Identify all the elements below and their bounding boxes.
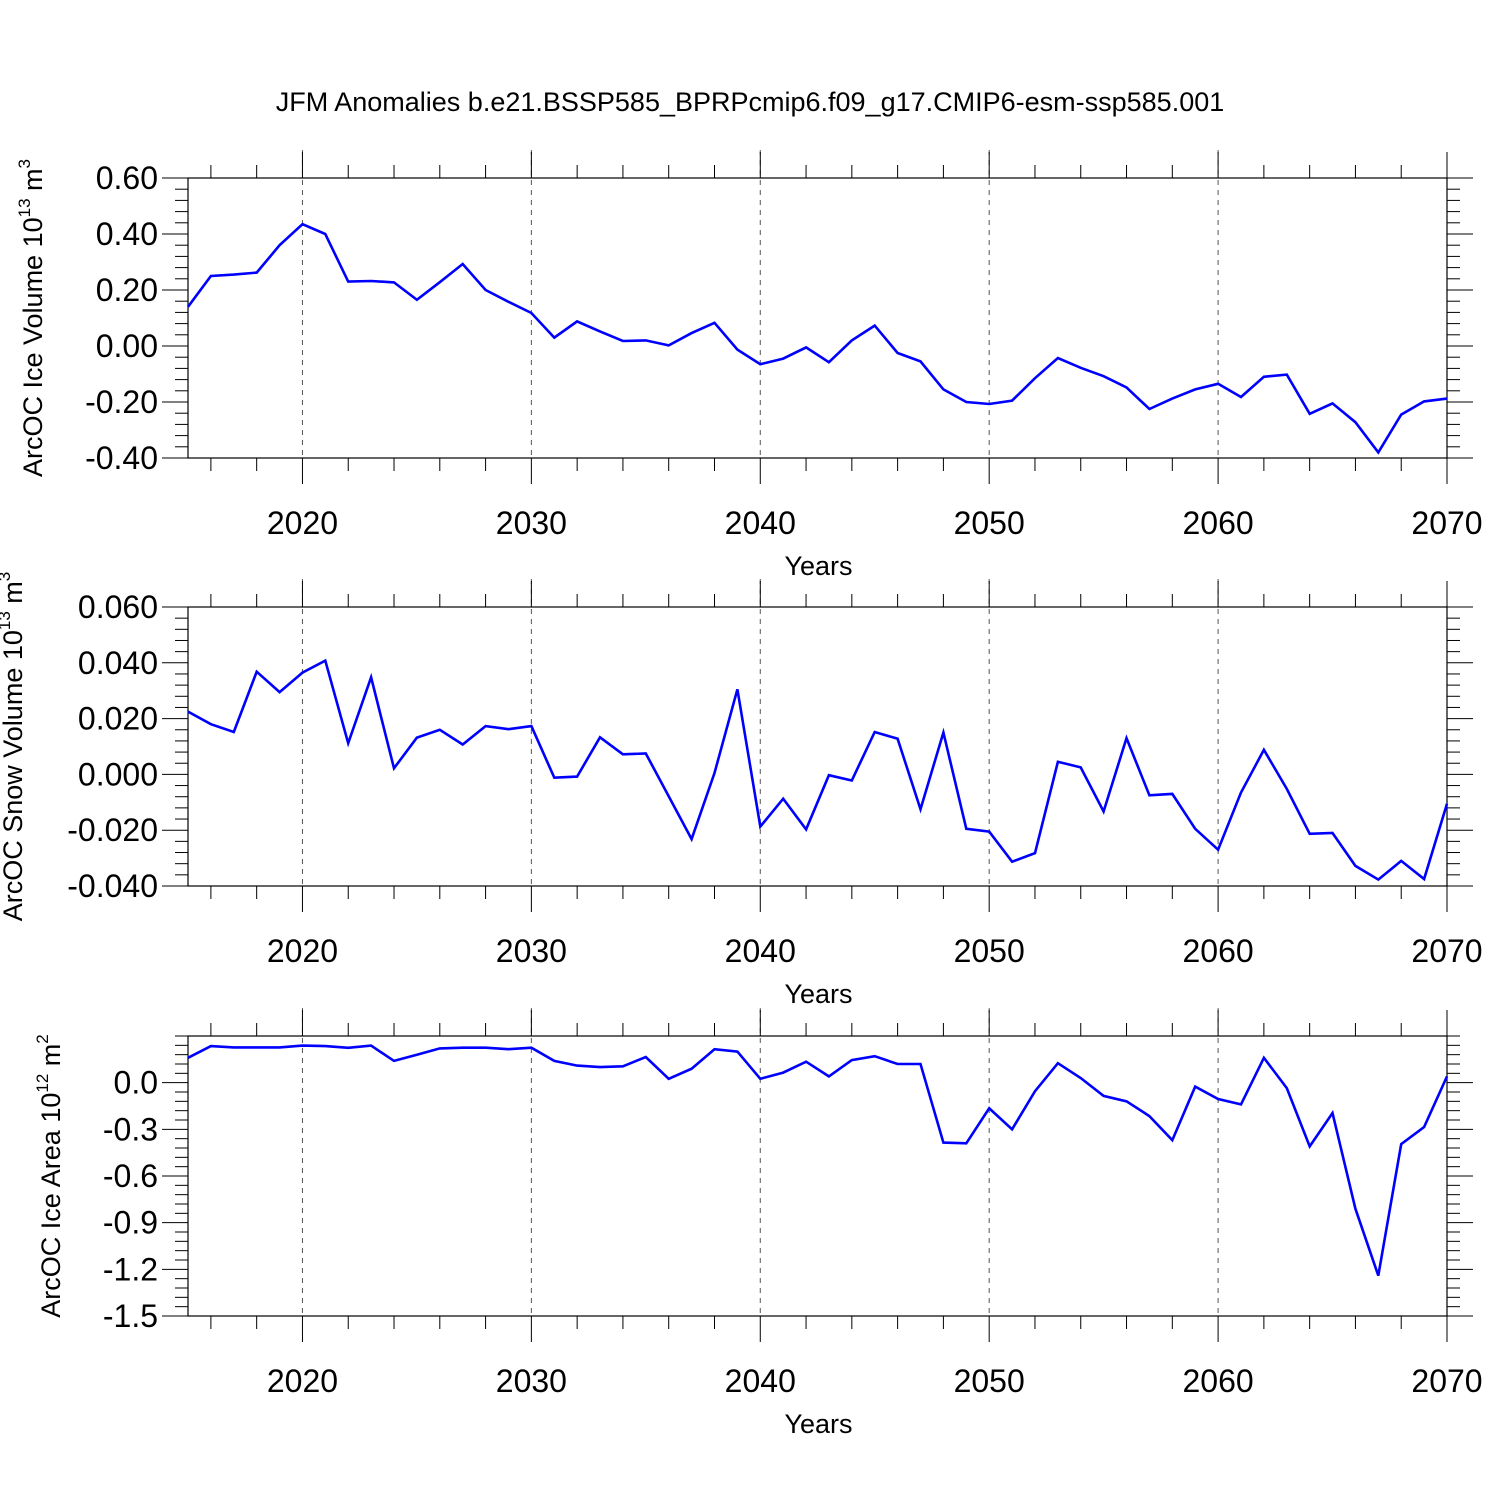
panel-1: 0.60 0.40 0.20 0.00 -0.20 -0.40 2020 2030 2040 20…: [15, 150, 1483, 581]
plot-frame: [187, 177, 1448, 459]
y-axis-label-exponent: 12: [33, 1074, 52, 1093]
y-tick-label: -0.040: [67, 868, 158, 904]
x-tick-label: 2050: [954, 933, 1025, 969]
y-tick-label: 0.020: [78, 701, 158, 737]
x-tick-label: 2060: [1182, 505, 1253, 541]
y-tick-label: 0.040: [78, 645, 158, 681]
y-axis-label-unit-exponent: 3: [0, 572, 14, 581]
x-tick-label: 2040: [725, 505, 796, 541]
x-tick-label: 2040: [725, 1363, 796, 1399]
y-tick-label: -0.9: [103, 1205, 158, 1241]
x-tick-label: 2030: [496, 1363, 567, 1399]
y-tick-label: 0.60: [96, 160, 158, 196]
y-tick-label: -0.3: [103, 1111, 158, 1147]
y-tick-label: -0.20: [85, 384, 158, 420]
y-axis-label-unit-exponent: 2: [33, 1034, 52, 1043]
y-axis-label-unit-exponent: 3: [15, 159, 34, 168]
x-axis-label: Years: [784, 979, 852, 1009]
x-axis-label: Years: [784, 1409, 852, 1439]
series-line-snow_volume: [187, 658, 1449, 882]
x-tick-label: 2050: [954, 1363, 1025, 1399]
y-tick-label: 0.20: [96, 272, 158, 308]
plot-frame: [187, 1035, 1448, 1317]
x-tick-label: 2060: [1182, 933, 1253, 969]
plot-frame: [187, 606, 1448, 887]
y-axis-label-unit: m: [36, 1044, 66, 1074]
x-tick-label: 2040: [725, 933, 796, 969]
x-tick-label: 2030: [496, 933, 567, 969]
x-tick-label: 2020: [267, 933, 338, 969]
x-tick-label: 2070: [1411, 933, 1482, 969]
y-tick-label: -1.2: [103, 1251, 158, 1287]
y-tick-label: 0.00: [96, 328, 158, 364]
y-tick-label: -0.020: [67, 812, 158, 848]
x-tick-label: 2050: [954, 505, 1025, 541]
y-axis-label-unit: m: [0, 581, 28, 611]
panel-2: 0.060 0.040 0.020 0.000 -0.020 -0.040 2020 2030…: [0, 572, 1483, 1009]
y-axis-label-text: ArcOC Ice Area 10: [36, 1093, 66, 1318]
y-axis-label: ArcOC Ice Volume 1013 m3: [15, 159, 48, 477]
y-axis-label-text: ArcOC Ice Volume 10: [18, 217, 48, 477]
y-axis-label-unit: m: [18, 168, 48, 198]
y-tick-label: 0.000: [78, 756, 158, 792]
y-tick-label: -1.5: [103, 1298, 158, 1334]
panel-3: 0.0 -0.3 -0.6 -0.9 -1.2 -1.5 2020 2030 2040 2050 2…: [33, 1008, 1483, 1439]
y-tick-label: -0.40: [85, 440, 158, 476]
series-line-ice_area: [187, 1044, 1449, 1277]
y-axis-label-exponent: 13: [15, 198, 34, 217]
y-axis-label-exponent: 13: [0, 611, 14, 630]
x-tick-label: 2030: [496, 505, 567, 541]
x-tick-label: 2020: [267, 1363, 338, 1399]
x-tick-label: 2060: [1182, 1363, 1253, 1399]
y-tick-label: -0.6: [103, 1158, 158, 1194]
x-axis-label: Years: [784, 551, 852, 581]
y-axis-label: ArcOC Ice Area 1012 m2: [33, 1034, 66, 1318]
x-tick-label: 2070: [1411, 505, 1482, 541]
x-tick-label: 2070: [1411, 1363, 1482, 1399]
y-axis-label: ArcOC Snow Volume 1013 m3: [0, 572, 28, 922]
y-tick-label: 0.40: [96, 216, 158, 252]
y-tick-label: 0.060: [78, 589, 158, 625]
figure-title: JFM Anomalies b.e21.BSSP585_BPRPcmip6.f0…: [276, 87, 1225, 117]
y-tick-label: 0.0: [114, 1065, 158, 1101]
series-line-ice_volume: [186, 222, 1448, 455]
y-axis-label-text: ArcOC Snow Volume 10: [0, 630, 28, 921]
x-tick-label: 2020: [267, 505, 338, 541]
